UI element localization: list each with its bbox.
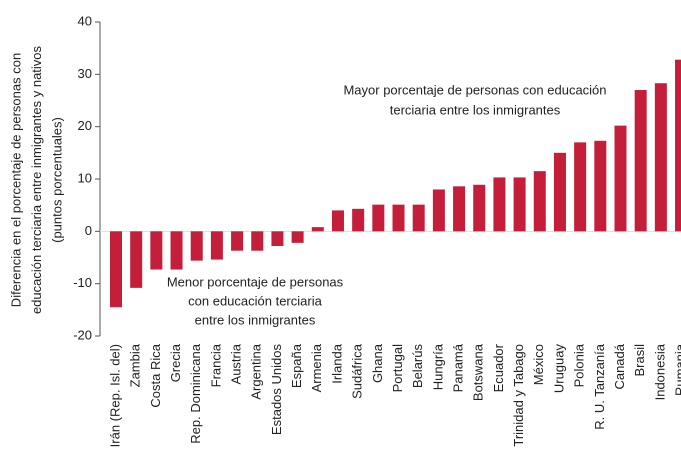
- bar: [412, 204, 425, 232]
- x-tick-label: Panamá: [450, 343, 465, 392]
- y-tick-label: 40: [78, 13, 92, 28]
- x-tick-label: Hungría: [430, 343, 445, 390]
- y-tick-label: -20: [73, 327, 92, 342]
- x-tick-label: Indonesia: [652, 343, 667, 400]
- x-tick-label: Austria: [229, 343, 244, 384]
- bar: [150, 231, 163, 270]
- bar: [271, 231, 284, 246]
- bar: [432, 189, 445, 232]
- x-tick-label: Grecia: [168, 343, 183, 382]
- bar: [352, 208, 365, 232]
- x-tick-label: Botswana: [471, 343, 486, 401]
- x-tick-label: Polonia: [572, 343, 587, 387]
- x-tick-label: Zambia: [128, 343, 143, 387]
- bar: [130, 231, 143, 288]
- y-tick-label: 0: [85, 223, 92, 238]
- x-tick-label: Ecuador: [491, 343, 506, 392]
- annotation-text: Menor porcentaje de personas: [167, 274, 344, 289]
- bar: [473, 184, 486, 232]
- bar: [170, 231, 183, 270]
- x-tick-label: Armenia: [309, 343, 324, 392]
- bar: [553, 152, 566, 232]
- annotation-text: con educación terciaria: [188, 293, 322, 308]
- bar: [493, 177, 506, 232]
- x-tick-label: Belarús: [410, 344, 425, 389]
- bar: [634, 90, 647, 232]
- y-tick-label: 10: [78, 170, 92, 185]
- x-tick-label: España: [289, 343, 304, 388]
- x-tick-label: Costa Rica: [148, 343, 163, 407]
- x-tick-label: Francia: [208, 343, 223, 387]
- x-tick-label: Uruguay: [551, 344, 566, 394]
- bar: [392, 204, 405, 232]
- bar: [453, 186, 466, 232]
- bar: [594, 140, 607, 232]
- y-tick-label: -10: [73, 275, 92, 290]
- x-tick-label: México: [531, 344, 546, 385]
- x-tick-label: R. U. Tanzanía: [592, 343, 607, 430]
- x-tick-label: Irlanda: [329, 343, 344, 384]
- annotation: Menor porcentaje de personas con educació…: [162, 272, 348, 330]
- bar: [533, 171, 546, 232]
- x-tick-label: Rep. Dominicana: [188, 343, 203, 443]
- x-tick-label: Portugal: [390, 344, 405, 393]
- annotation: Mayor porcentaje de personas con educaci…: [343, 82, 606, 117]
- x-tick-label: Irán (Rep. Isl. del): [107, 344, 122, 447]
- x-tick-label: Estados Unidos: [269, 344, 284, 436]
- bar: [190, 231, 203, 261]
- x-tick-label: Sudáfrica: [350, 343, 365, 399]
- y-axis-label: educación terciaria entre inmigrantes y …: [29, 45, 44, 314]
- annotation-background: [162, 272, 348, 330]
- annotation-text: Mayor porcentaje de personas con educaci…: [343, 82, 606, 97]
- y-axis-label: Diferencia en el porcentaje de personas …: [8, 53, 23, 307]
- bar: [110, 231, 122, 308]
- x-tick-label: Ghana: [370, 343, 385, 383]
- annotation-text: terciaria entre los inmigrantes: [390, 102, 561, 117]
- y-tick-label: 20: [78, 118, 92, 133]
- x-tick-label: Trinidad y Tabago: [511, 344, 526, 447]
- bar: [210, 231, 223, 260]
- bar: [675, 59, 681, 232]
- x-tick-label: Rumania: [672, 343, 681, 396]
- y-axis-label: (puntos porcentuales): [49, 117, 64, 243]
- y-tick-label: 30: [78, 66, 92, 81]
- bar: [291, 231, 304, 243]
- x-tick-label: Canadá: [612, 343, 627, 389]
- bar: [311, 227, 324, 232]
- bar: [372, 204, 385, 232]
- bar: [251, 231, 264, 251]
- bar: [654, 83, 667, 232]
- bar: [331, 210, 344, 232]
- annotation-text: entre los inmigrantes: [195, 312, 316, 327]
- bar: [574, 142, 587, 232]
- x-tick-label: Argentina: [249, 343, 264, 399]
- bar: [513, 177, 526, 232]
- bar: [231, 231, 244, 251]
- bar: [614, 125, 627, 232]
- x-tick-label: Brasil: [632, 344, 647, 377]
